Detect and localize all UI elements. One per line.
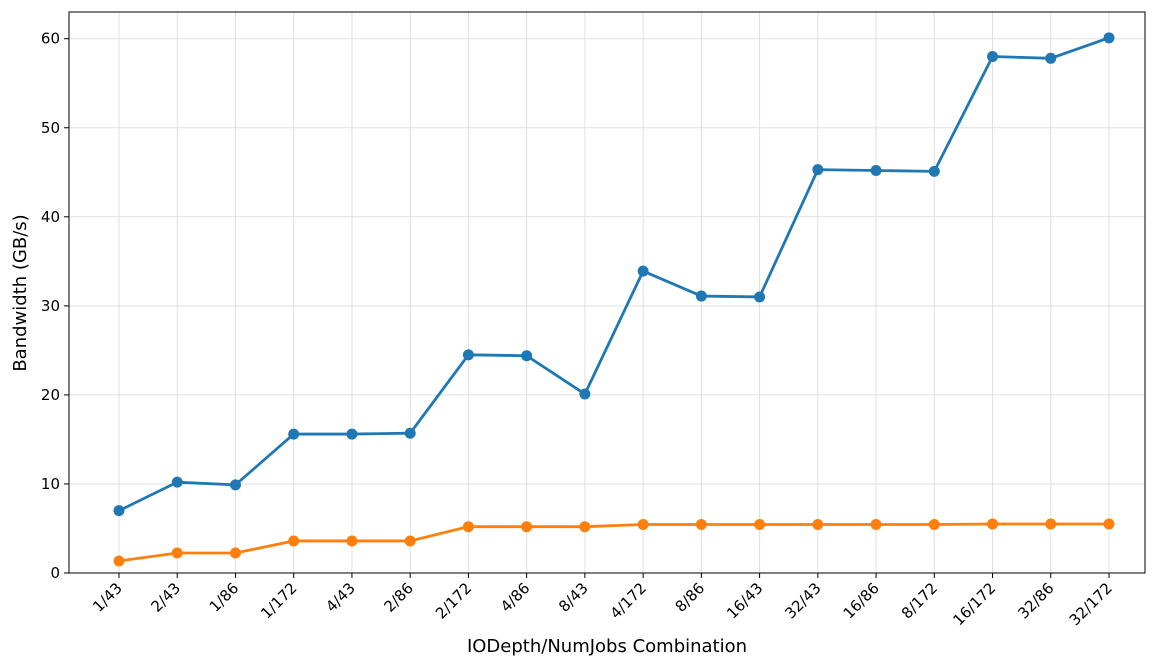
data-point: [1045, 518, 1057, 530]
x-tick-label: 1/172: [257, 579, 300, 622]
x-tick-label: 8/172: [898, 579, 941, 622]
x-tick-label: 4/43: [322, 579, 359, 616]
x-tick-label: 32/86: [1014, 579, 1057, 622]
x-tick-label: 32/43: [781, 579, 824, 622]
data-point: [1045, 52, 1057, 64]
data-point: [113, 555, 125, 567]
y-tick-label: 0: [50, 564, 60, 582]
data-point: [113, 505, 125, 517]
x-tick-label: 1/43: [89, 579, 126, 616]
data-point: [695, 518, 707, 530]
data-point: [288, 428, 300, 440]
data-point: [229, 479, 241, 491]
x-tick-label: 16/43: [723, 579, 766, 622]
data-point: [928, 518, 940, 530]
data-point: [812, 164, 824, 176]
x-tick-label: 2/172: [432, 579, 475, 622]
data-point: [637, 518, 649, 530]
data-point: [695, 290, 707, 302]
y-tick-label: 20: [41, 386, 60, 404]
data-point: [987, 51, 999, 63]
data-point: [1103, 518, 1115, 530]
x-axis-label: IODepth/NumJobs Combination: [467, 636, 747, 657]
data-point: [870, 165, 882, 177]
y-tick-label: 30: [41, 297, 60, 315]
data-point: [579, 521, 591, 533]
data-point: [462, 521, 474, 533]
x-tick-label: 8/86: [672, 579, 709, 616]
data-point: [171, 476, 183, 488]
x-tick-label: 32/172: [1066, 579, 1116, 629]
x-tick-label: 16/86: [840, 579, 883, 622]
data-point: [462, 349, 474, 361]
x-tick-label: 2/43: [148, 579, 185, 616]
data-point: [928, 165, 940, 177]
data-point: [754, 518, 766, 530]
data-point: [754, 291, 766, 303]
data-point: [171, 547, 183, 559]
x-tick-label: 4/86: [497, 579, 534, 616]
data-point: [521, 350, 533, 362]
data-point: [404, 535, 416, 547]
data-point: [987, 518, 999, 530]
y-tick-label: 50: [41, 119, 60, 137]
series-line: [118, 36, 1110, 512]
y-axis-label: Bandwidth (GB/s): [10, 214, 31, 371]
plot-frame: [68, 11, 1146, 574]
data-point: [521, 521, 533, 533]
y-tick-label: 40: [41, 208, 60, 226]
data-point: [288, 535, 300, 547]
series-line: [118, 522, 1109, 563]
x-tick-label: 4/172: [607, 579, 650, 622]
data-point: [404, 427, 416, 439]
x-tick-label: 2/86: [380, 579, 417, 616]
x-tick-label: 16/172: [949, 579, 999, 629]
data-point: [1103, 32, 1115, 44]
data-point: [579, 388, 591, 400]
data-point: [812, 518, 824, 530]
y-tick-label: 10: [41, 475, 60, 493]
y-tick-label: 60: [41, 30, 60, 48]
data-point: [637, 265, 649, 277]
data-point: [870, 518, 882, 530]
data-point: [229, 547, 241, 559]
data-point: [346, 535, 358, 547]
x-tick-label: 8/43: [555, 579, 592, 616]
data-point: [346, 428, 358, 440]
x-tick-label: 1/86: [206, 579, 243, 616]
